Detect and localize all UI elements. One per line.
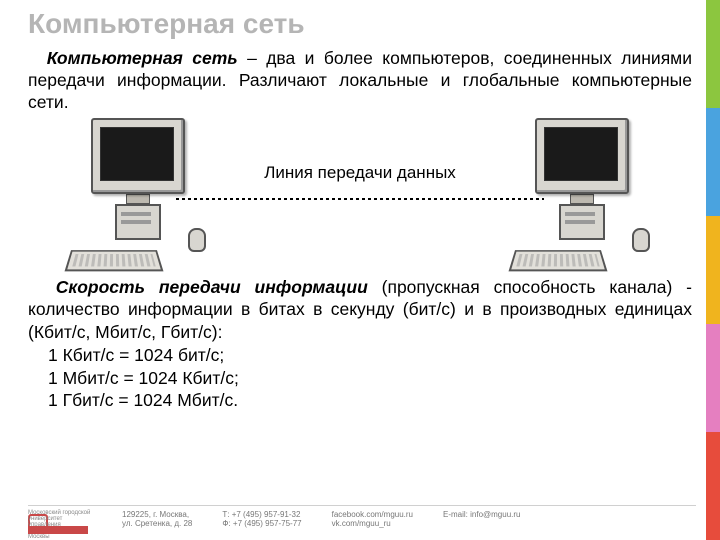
sidebar-stripe [706, 432, 720, 540]
page-title: Компьютерная сеть [28, 8, 692, 40]
mouse-icon [632, 228, 650, 252]
term: Компьютерная сеть [47, 48, 238, 68]
slide-content: Компьютерная сеть Компьютерная сеть – дв… [0, 0, 720, 412]
equation-2: 1 Мбит/с = 1024 Кбит/с; [28, 367, 692, 390]
university-logo: Московский городскойуниверситет управлен… [28, 510, 92, 534]
sidebar-stripe [706, 0, 720, 108]
mouse-icon [188, 228, 206, 252]
color-sidebar [706, 0, 720, 540]
tower-icon [559, 204, 605, 240]
footer-address: 129225, г. Москва,ул. Сретенка, д. 28 [122, 510, 192, 534]
monitor-icon [91, 118, 185, 194]
monitor-icon [535, 118, 629, 194]
speed-term: Скорость передачи информации [56, 277, 368, 297]
network-diagram: Линия передачи данных [28, 118, 692, 268]
definition-paragraph: Компьютерная сеть – два и более компьюте… [28, 48, 692, 114]
footer-email: E-mail: info@mguu.ru [443, 510, 520, 534]
computer-left [68, 118, 208, 272]
computer-right [512, 118, 652, 272]
slide-footer: Московский городскойуниверситет управлен… [28, 505, 696, 534]
sidebar-stripe [706, 108, 720, 216]
equation-1: 1 Кбит/с = 1024 бит/с; [28, 344, 692, 367]
transmission-line-label: Линия передачи данных [264, 163, 456, 183]
equation-3: 1 Гбит/с = 1024 Мбит/с. [28, 389, 692, 412]
sidebar-stripe [706, 324, 720, 432]
speed-paragraph: Скорость передачи информации (пропускная… [28, 276, 692, 344]
keyboard-icon [509, 250, 608, 271]
keyboard-icon [65, 250, 164, 271]
footer-phone: Т: +7 (495) 957-91-32Ф: +7 (495) 957-75-… [222, 510, 301, 534]
sidebar-stripe [706, 216, 720, 324]
transmission-line [176, 198, 544, 200]
footer-social: facebook.com/mguu.ruvk.com/mguu_ru [332, 510, 413, 534]
tower-icon [115, 204, 161, 240]
